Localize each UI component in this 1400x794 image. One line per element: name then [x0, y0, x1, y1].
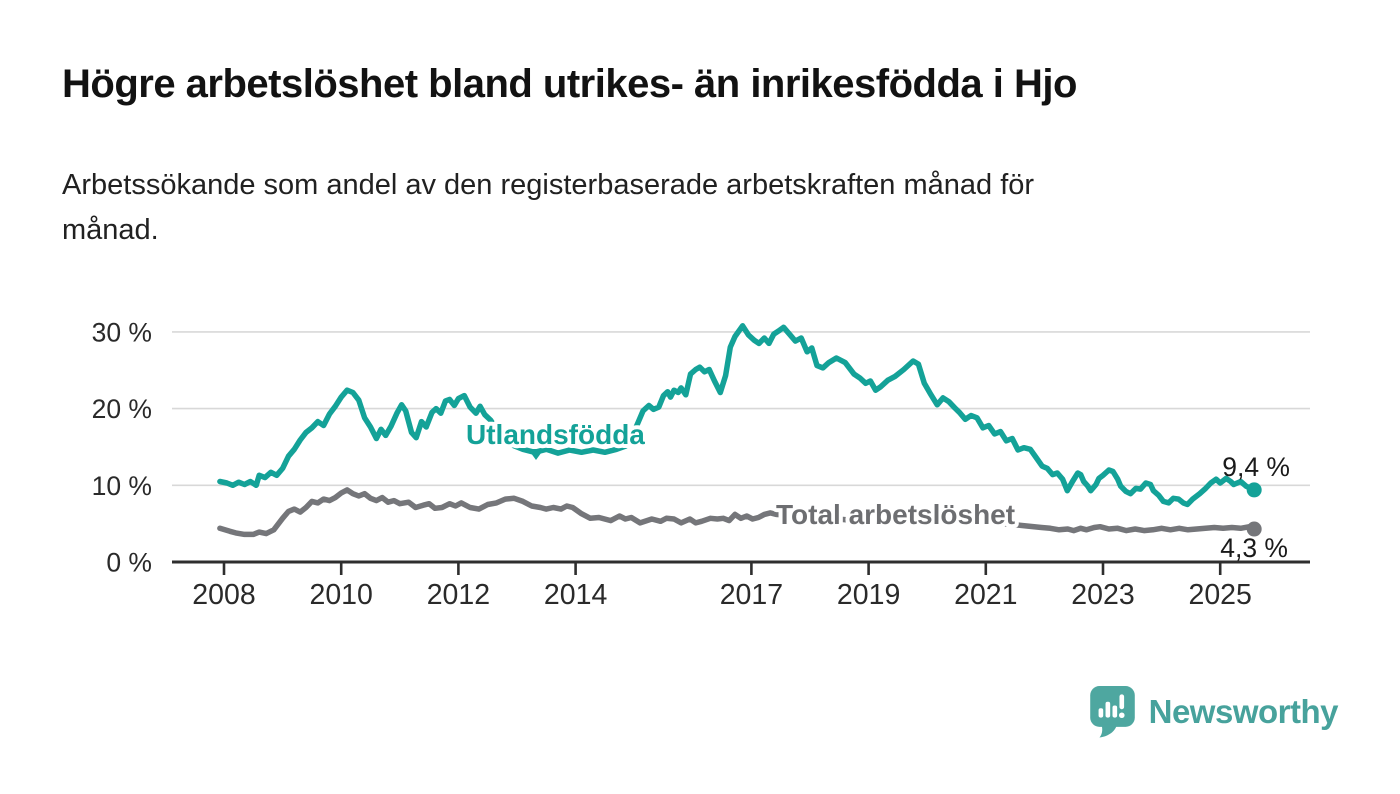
y-axis-tick-label-0pct: 0 % — [106, 548, 152, 578]
chart-subtitle-line-2: månad. — [62, 213, 159, 246]
x-axis-tick-label-2010: 2010 — [309, 579, 372, 611]
x-axis-tick-label-2021: 2021 — [954, 579, 1017, 611]
x-axis-tick-label-2017: 2017 — [720, 579, 783, 611]
x-axis-tick-label-2025: 2025 — [1188, 579, 1251, 611]
series-line-total — [217, 487, 1257, 538]
x-axis-tick-label-2012: 2012 — [427, 579, 490, 611]
series-line-utlandsfodda — [217, 323, 1257, 508]
page-title: Högre arbetslöshet bland utrikes- än inr… — [62, 62, 1077, 106]
newsworthy-logo-icon — [1089, 686, 1135, 738]
series-end-dot-utlandsfodda — [1246, 482, 1262, 498]
x-axis-tick-label-2019: 2019 — [837, 579, 900, 611]
end-value-label-utlandsfodda: 9,4 % — [1222, 452, 1290, 482]
x-axis-tick-label-2023: 2023 — [1071, 579, 1134, 611]
chart-subtitle-line-1: Arbetssökande som andel av den registerb… — [62, 169, 1035, 201]
y-axis-tick-label-10pct: 10 % — [92, 471, 152, 501]
series-label-total: Total arbetslöshet — [776, 499, 1015, 530]
x-axis-tick-label-2014: 2014 — [544, 579, 608, 611]
newsworthy-logo-text: Newsworthy — [1148, 693, 1339, 730]
y-axis-tick-label-30pct: 30 % — [92, 317, 152, 347]
series-label-pointer-icon — [528, 449, 544, 460]
chart-subtitle: Arbetssökande som andel av den registerb… — [62, 163, 1342, 253]
series-end-dot-total — [1246, 521, 1262, 537]
series-label-utlandsfodda: Utlandsfödda — [466, 419, 645, 450]
newsworthy-logo: Newsworthy — [1089, 686, 1339, 738]
x-axis-tick-label-2008: 2008 — [192, 579, 255, 611]
y-axis-tick-label-20pct: 20 % — [92, 394, 152, 424]
end-value-label-total: 4,3 % — [1220, 533, 1288, 563]
